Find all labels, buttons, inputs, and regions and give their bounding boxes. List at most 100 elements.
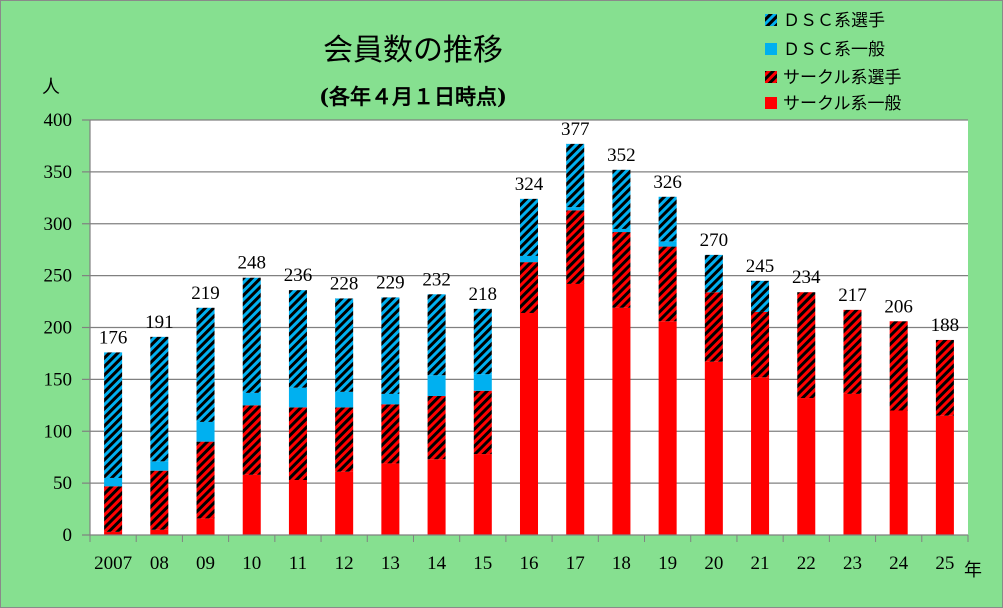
y-tick-label: 350 [44, 162, 73, 183]
bar-segment-dsc-general[interactable] [381, 393, 400, 405]
bar-segment-circle-athlete[interactable] [335, 407, 354, 472]
x-tick-label: 08 [150, 553, 169, 574]
bar-segment-circle-athlete[interactable] [288, 407, 307, 481]
bar-segment-dsc-athlete[interactable] [704, 254, 723, 293]
bar-segment-circle-athlete[interactable] [242, 405, 261, 475]
data-label-total: 218 [469, 284, 498, 305]
bar-segment-circle-general[interactable] [473, 454, 492, 535]
bar-segment-dsc-general[interactable] [335, 391, 354, 408]
legend-label-circle-athlete: サークル系選手 [783, 68, 902, 88]
bar-segment-circle-athlete[interactable] [612, 232, 631, 308]
bar-segment-dsc-athlete[interactable] [288, 290, 307, 388]
bar-segment-dsc-athlete[interactable] [612, 169, 631, 229]
bar-segment-circle-athlete[interactable] [519, 262, 539, 313]
bar-segment-dsc-athlete[interactable] [658, 196, 677, 242]
x-tick-label: 15 [473, 553, 492, 574]
legend-swatch-circle-athlete [765, 71, 777, 83]
bar-segment-dsc-general[interactable] [104, 477, 123, 487]
bar-segment-dsc-athlete[interactable] [196, 307, 215, 422]
bar-segment-dsc-athlete[interactable] [427, 294, 446, 376]
bar-segment-circle-athlete[interactable] [935, 339, 954, 416]
x-tick-label: 21 [751, 553, 770, 574]
bar-segment-circle-general[interactable] [242, 474, 261, 535]
legend-item-dsc-general[interactable]: ＤＳＣ系一般 [765, 40, 885, 60]
bar-segment-circle-athlete[interactable] [381, 404, 400, 464]
data-label-total: 377 [561, 119, 590, 140]
bar-segment-dsc-athlete[interactable] [519, 198, 539, 256]
bar-segment-dsc-general[interactable] [566, 207, 585, 211]
bar-segment-circle-athlete[interactable] [196, 441, 215, 519]
x-axis: 2007 08 09 10 11 12 13 14 15 16 17 18 19 20 21 22 23 24 25 [89, 534, 969, 574]
bar-segment-dsc-athlete[interactable] [566, 143, 585, 208]
bar-segment-circle-general[interactable] [288, 480, 307, 535]
data-label-total: 236 [284, 265, 313, 286]
bar-segment-dsc-general[interactable] [658, 241, 677, 247]
data-label-total: 228 [330, 273, 359, 294]
bar-segment-circle-general[interactable] [935, 415, 954, 535]
bar-segment-dsc-general[interactable] [288, 387, 307, 408]
bar-segment-circle-athlete[interactable] [427, 395, 446, 460]
bar-segment-circle-general[interactable] [612, 307, 631, 535]
bar-segment-dsc-general[interactable] [612, 228, 631, 233]
x-tick-label: 18 [612, 553, 631, 574]
x-tick-label: 13 [381, 553, 400, 574]
data-label-total: 219 [191, 283, 220, 304]
bar-segment-circle-general[interactable] [519, 312, 539, 535]
bar-segment-dsc-general[interactable] [473, 374, 492, 391]
legend-item-dsc-athlete[interactable]: ＤＳＣ系選手 [765, 11, 885, 31]
bar-segment-circle-athlete[interactable] [566, 210, 585, 284]
bar-segment-circle-general[interactable] [889, 410, 908, 536]
bar-segment-circle-general[interactable] [797, 398, 816, 535]
bar-segment-dsc-general[interactable] [519, 255, 539, 263]
bar-segment-circle-general[interactable] [427, 459, 446, 535]
bar-segment-dsc-athlete[interactable] [751, 280, 770, 312]
bar-segment-dsc-athlete[interactable] [242, 277, 261, 393]
legend-item-circle-athlete[interactable]: サークル系選手 [765, 68, 902, 88]
chart-subtitle: (各年４月１日時点) [319, 84, 507, 109]
data-label-total: 188 [931, 315, 960, 336]
bar-segment-circle-general[interactable] [335, 471, 354, 535]
bar-segment-dsc-athlete[interactable] [335, 298, 354, 392]
bar-segment-circle-general[interactable] [381, 463, 400, 535]
bar-segment-dsc-general[interactable] [427, 375, 446, 396]
y-axis: 0 50 100 150 200 250 300 350 400 [44, 110, 91, 546]
bar-segment-circle-athlete[interactable] [751, 311, 770, 378]
legend-label-circle-general: サークル系一般 [783, 94, 902, 114]
y-tick-label: 250 [44, 266, 73, 287]
bar-segment-circle-athlete[interactable] [150, 470, 169, 530]
bar-segment-dsc-general[interactable] [196, 421, 215, 442]
data-label-total: 232 [422, 269, 451, 290]
bar-segment-circle-athlete[interactable] [104, 486, 123, 532]
bar-segment-circle-athlete[interactable] [797, 292, 816, 399]
bar-segment-circle-general[interactable] [566, 283, 585, 535]
x-tick-label: 23 [843, 553, 862, 574]
bar-segment-circle-general[interactable] [843, 393, 862, 535]
bar-segment-circle-athlete[interactable] [473, 390, 492, 455]
bar-segment-circle-general[interactable] [104, 531, 123, 535]
bar-segment-circle-general[interactable] [704, 361, 723, 535]
bar-segment-circle-general[interactable] [658, 321, 677, 535]
bars [104, 143, 954, 536]
bar-segment-circle-athlete[interactable] [704, 292, 723, 362]
legend-item-circle-general[interactable]: サークル系一般 [765, 94, 902, 114]
x-tick-label: 25 [935, 553, 954, 574]
bar-segment-circle-athlete[interactable] [658, 246, 677, 322]
bar-segment-dsc-athlete[interactable] [104, 352, 123, 478]
y-tick-label: 300 [44, 214, 73, 235]
bar-segment-circle-general[interactable] [751, 377, 770, 535]
bar-segment-circle-general[interactable] [150, 529, 169, 535]
bar-segment-circle-general[interactable] [196, 518, 215, 535]
x-tick-label: 09 [196, 553, 215, 574]
bar-segment-dsc-general[interactable] [150, 461, 169, 471]
y-tick-label: 150 [44, 369, 73, 390]
bar-segment-dsc-athlete[interactable] [381, 297, 400, 394]
bar-segment-dsc-athlete[interactable] [473, 308, 492, 375]
bar-segment-circle-athlete[interactable] [889, 321, 908, 411]
x-tick-label: 16 [520, 553, 539, 574]
bar-segment-circle-athlete[interactable] [843, 309, 862, 394]
bar-segment-dsc-athlete[interactable] [150, 336, 169, 462]
legend: ＤＳＣ系選手 ＤＳＣ系一般 サークル系選手 サークル系一般 [765, 11, 902, 114]
bar-segment-dsc-general[interactable] [242, 392, 261, 406]
